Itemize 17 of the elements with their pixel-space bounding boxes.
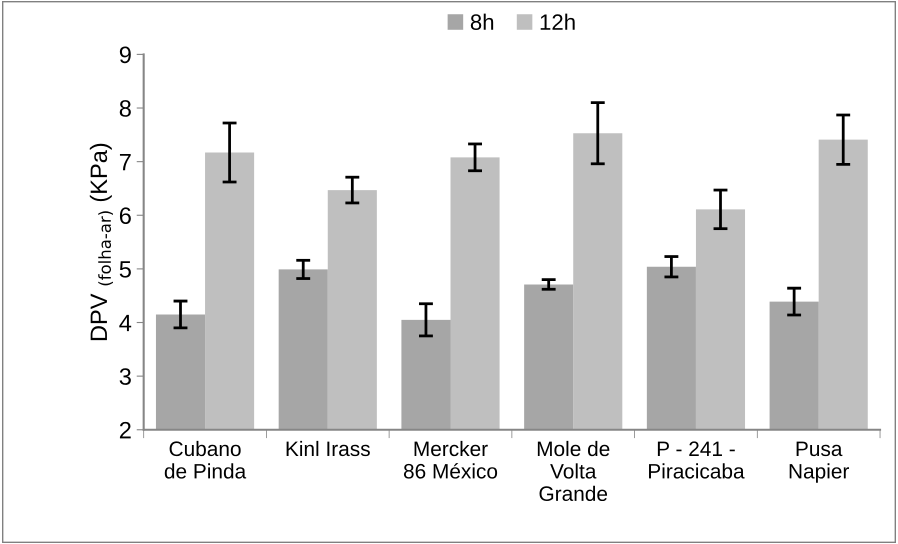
x-tick-label: Mole de Volta Grande: [538, 440, 610, 502]
legend-label: 12h: [540, 14, 575, 30]
y-tick-label: 4: [119, 314, 132, 332]
y-tick-label: 9: [120, 46, 131, 64]
x-tick-label: Mercker 86 México: [404, 440, 498, 479]
x-tick-label: P - 241 - Piracicaba: [649, 441, 745, 479]
y-tick-label: 7: [120, 154, 131, 170]
y-axis-title: DPV $_{(folha-ar)}$ (KPa): [90, 144, 113, 340]
y-tick-label: 8: [120, 100, 131, 117]
x-tick-label: Cubano de Pinda: [164, 440, 246, 479]
y-tick-label: 2: [120, 422, 131, 438]
y-tick-label: 6: [120, 207, 131, 224]
y-tick-label: 5: [120, 261, 131, 278]
x-tick-label: Pusa Napier: [790, 442, 850, 483]
legend-label: 8h: [470, 14, 494, 30]
x-tick-label: Kinl Irass: [286, 440, 370, 456]
y-tick-label: 3: [120, 368, 131, 385]
